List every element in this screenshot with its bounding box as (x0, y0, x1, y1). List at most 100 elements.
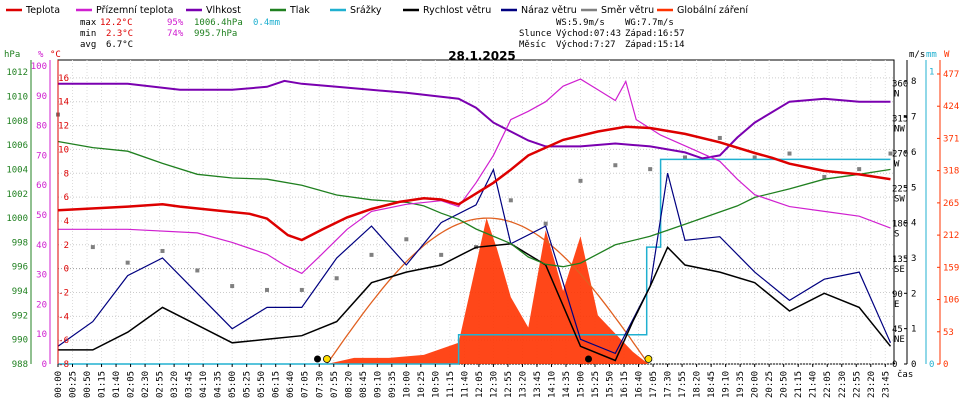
x-tick: 20:00 (751, 371, 761, 398)
x-tick: 14:35 (562, 371, 572, 398)
x-tick: 02:05 (127, 371, 137, 398)
pressure-tick: 1004 (6, 165, 28, 175)
info-moon-label: Měsíc (519, 40, 546, 50)
x-tick: 16:15 (620, 371, 630, 398)
legend-label: Rychlost větru (423, 5, 491, 16)
x-tick: 20:25 (765, 371, 775, 398)
pressure-tick: 998 (12, 238, 28, 248)
stats-avg-temp: 6.7°C (106, 40, 133, 50)
x-tick: 00:50 (83, 371, 93, 398)
left-tick-labels: 1012101010081006100410021000998996994992… (6, 62, 69, 370)
wind-dir-point (578, 178, 583, 183)
x-tick: 23:20 (867, 371, 877, 398)
x-tick: 15:50 (606, 371, 616, 398)
legend-label: Směr větru (601, 5, 654, 16)
x-tick: 00:25 (69, 371, 79, 398)
info-block: WS:5.9m/s WG:7.7m/s Slunce Východ:07:43 … (519, 18, 685, 50)
radiation-tick: 477 (943, 70, 959, 80)
x-tick: 01:40 (112, 371, 122, 398)
wind-speed-tick: 6 (911, 148, 916, 158)
wind-dir-point (613, 163, 618, 168)
gust-line (57, 167, 892, 355)
wind-speed-tick: 4 (911, 219, 916, 229)
x-tick: 06:40 (286, 371, 296, 398)
humidity-tick: 90 (36, 92, 47, 102)
stats-min-hum: 74% (167, 29, 184, 39)
x-tick: 10:00 (402, 371, 412, 398)
x-tick: 08:45 (359, 371, 369, 398)
humidity-line (58, 79, 891, 160)
x-axis-label: čas (897, 369, 913, 380)
stats-min-temp: 2.3°C (106, 29, 133, 39)
wind-speed-tick: 7 (911, 113, 916, 123)
humidity-tick: 40 (36, 241, 47, 251)
humidity-tick: 10 (36, 330, 47, 340)
x-tick: 16:40 (635, 371, 645, 398)
temp-tick: -4 (58, 312, 69, 322)
wind-dir-point (822, 174, 827, 179)
temp-tick: 0 (64, 265, 69, 275)
legend-label: Vlhkost (206, 5, 241, 16)
wind-speed-tick: 3 (911, 254, 916, 264)
wind-dir-point (508, 198, 513, 203)
wind-dir-letter: E (894, 300, 899, 310)
x-tick: 11:15 (446, 371, 456, 398)
radiation-tick: 265 (943, 199, 959, 209)
info-ws: WS:5.9m/s (556, 18, 605, 28)
temp-tick: 12 (58, 122, 69, 132)
humidity-tick: 0 (42, 360, 47, 370)
ground-temp-line (58, 78, 891, 275)
wind-dir-tick: 0 (892, 360, 897, 370)
wind-dir-point (160, 248, 165, 253)
x-tick-labels: 00:00 00:25 00:50 01:15 01:40 02:05 02:30 02:55… (54, 364, 891, 398)
humidity-tick: 30 (36, 271, 47, 281)
temp-line (57, 125, 891, 242)
humidity-tick: 50 (36, 211, 47, 221)
humidity-tick: 80 (36, 122, 47, 132)
x-tick: 15:00 (577, 371, 587, 398)
w-unit: W (944, 50, 950, 60)
wind-dir-point (648, 167, 653, 172)
x-tick: 23:45 (881, 371, 891, 398)
x-tick: 13:20 (518, 371, 528, 398)
x-tick: 05:50 (257, 371, 267, 398)
wind-dir-tick: 45 (892, 325, 903, 335)
x-tick: 02:55 (156, 371, 166, 398)
x-tick: 05:00 (228, 371, 238, 398)
wind-dir-letter: NE (894, 335, 905, 345)
wind-speed-tick: 2 (911, 289, 916, 299)
x-tick: 13:45 (533, 371, 543, 398)
temp-tick: -2 (58, 288, 69, 298)
ms-unit: m/s (909, 50, 925, 60)
x-tick: 06:15 (272, 371, 282, 398)
x-tick: 15:25 (591, 371, 601, 398)
pressure-tick: 1006 (6, 141, 28, 151)
stats-min-label: min (80, 29, 96, 39)
rain-tick: 1 (929, 68, 934, 78)
wind-dir-point (543, 221, 548, 226)
x-tick: 17:55 (678, 371, 688, 398)
x-tick: 22:55 (852, 371, 862, 398)
wind-dir-point (299, 287, 304, 292)
rain-tick: 0 (929, 360, 934, 370)
x-tick: 07:55 (330, 371, 340, 398)
stats-avg-label: avg (80, 40, 96, 50)
x-tick: 12:30 (489, 371, 499, 398)
x-tick: 02:30 (141, 371, 151, 398)
humidity-tick: 20 (36, 300, 47, 310)
degc-unit: °C (50, 50, 61, 60)
temp-tick: 6 (64, 193, 69, 203)
info-moon-rise: Východ:7:27 (556, 40, 616, 50)
temp-tick: 10 (58, 145, 69, 155)
stats-min-press: 995.7hPa (194, 29, 237, 39)
wind-dir-tick: 90 (892, 290, 903, 300)
wind-dir-letter: N (894, 89, 899, 99)
wind-dir-point (265, 287, 269, 292)
temp-tick: 4 (64, 217, 69, 227)
x-tick: 21:40 (809, 371, 819, 398)
wind-speed-tick: 1 (911, 325, 916, 335)
radiation-arc (326, 217, 648, 365)
x-tick: 12:05 (475, 371, 485, 398)
temp-tick: 2 (64, 241, 69, 251)
x-tick: 09:35 (388, 371, 398, 398)
